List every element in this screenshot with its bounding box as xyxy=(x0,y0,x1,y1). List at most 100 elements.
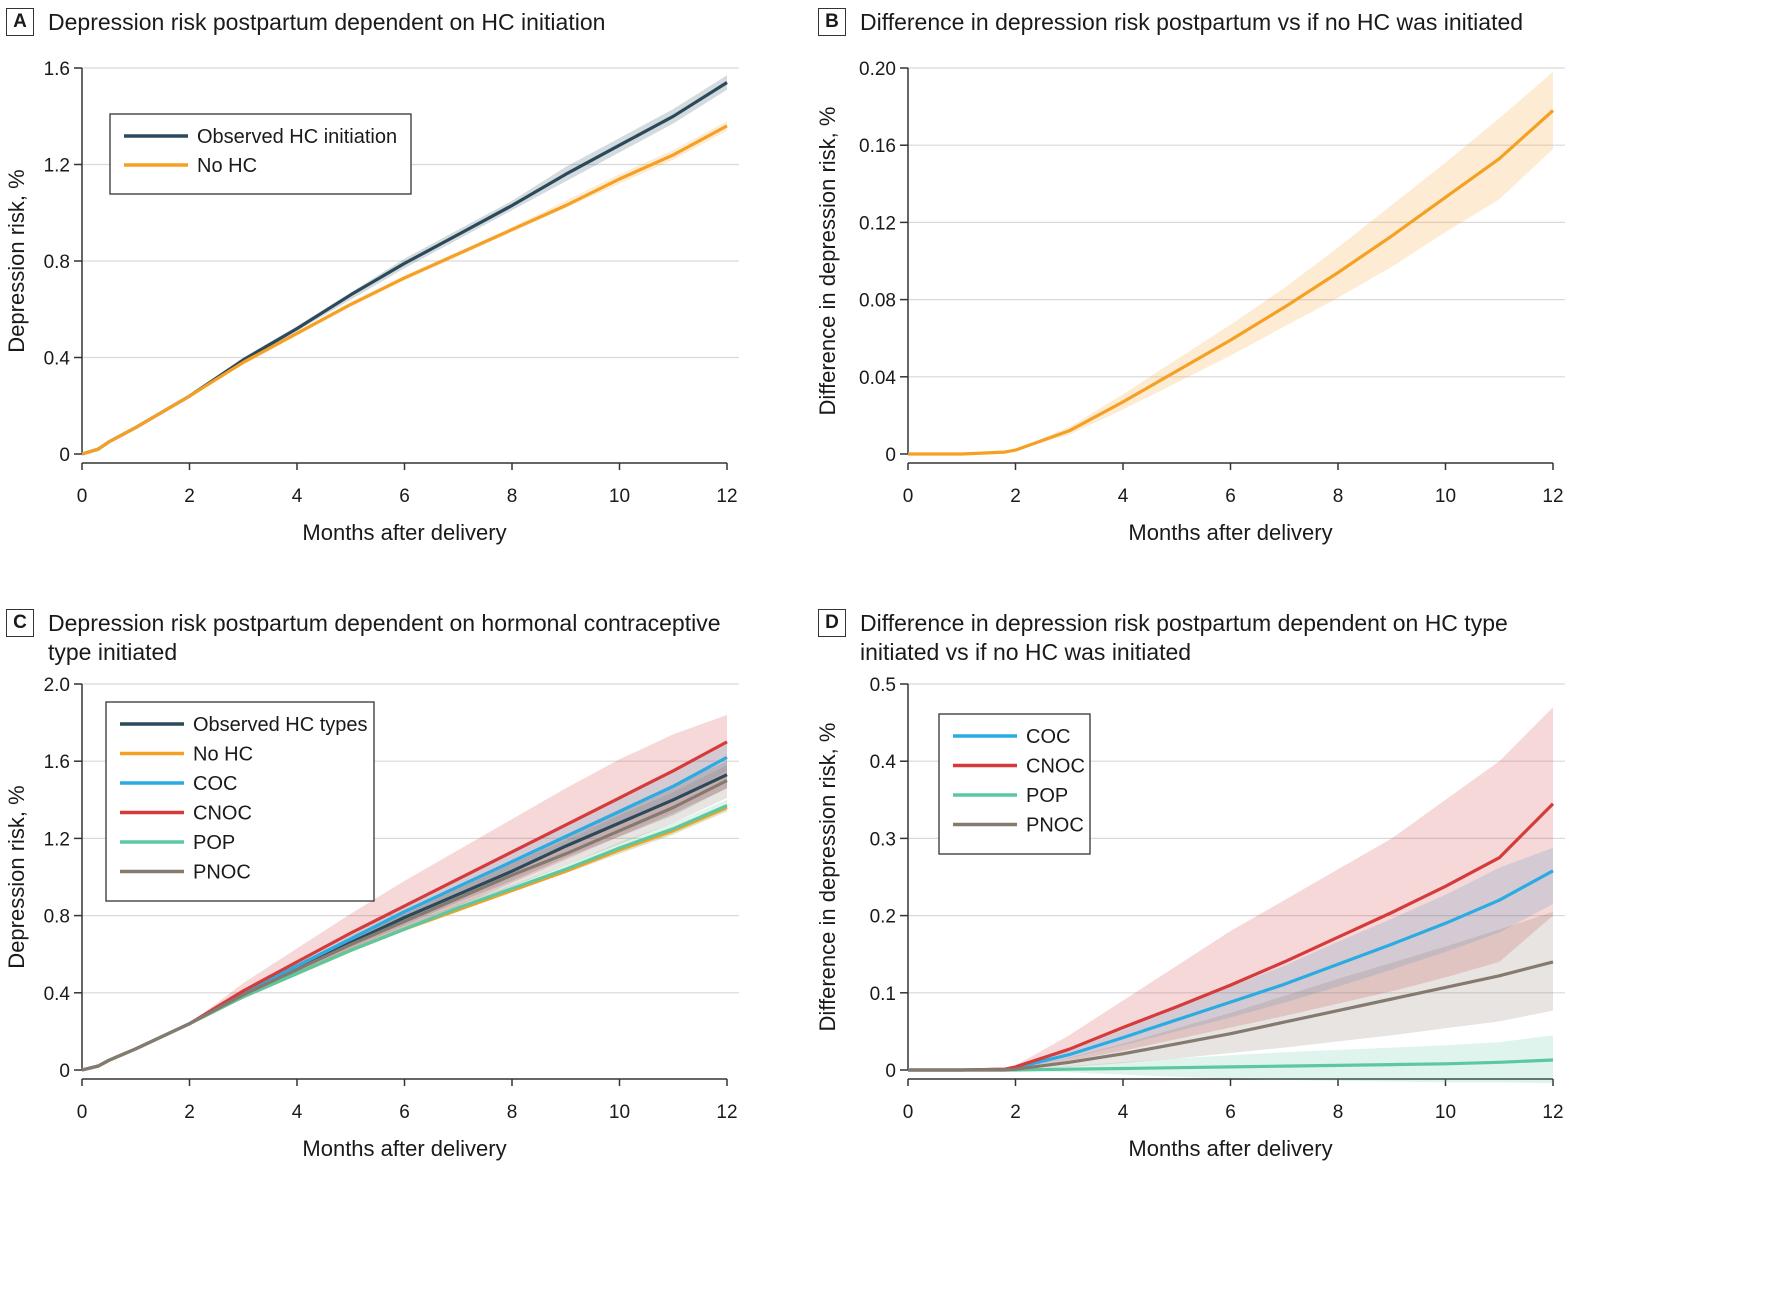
panel-c-legend-label: CNOC xyxy=(193,803,252,825)
panel-a-plot: 0 0.4 0.8 1.2 1.6 0 2 4 6 8 10 12 Months after deliv… xyxy=(4,59,739,545)
panel-c-x-tick-label: 0 xyxy=(77,1102,88,1123)
panel-d-title: Difference in depression risk postpartum… xyxy=(860,610,1508,665)
panel-c-x-axis-label: Months after delivery xyxy=(302,1136,506,1161)
panel-c-x-tick-label: 10 xyxy=(609,1102,630,1123)
panel-c-y-axis-label: Depression risk, % xyxy=(4,785,29,968)
panel-a-y-tick-label: 0 xyxy=(59,445,70,466)
panel-d-ci-band-coc xyxy=(908,847,1553,1070)
panel-a-y-tick-label: 1.6 xyxy=(44,59,70,80)
panel-b-y-tick-label: 0.12 xyxy=(859,213,896,234)
panel-b-x-tick-label: 10 xyxy=(1435,486,1456,507)
panel-d-y-tick-label: 0.3 xyxy=(870,829,896,850)
panel-b-y-tick-label: 0.04 xyxy=(859,368,896,389)
panel-c-legend-label: No HC xyxy=(193,744,253,766)
panel-d-ci-band-pop xyxy=(908,1035,1553,1084)
panel-d-x-tick-label: 12 xyxy=(1542,1102,1563,1123)
panel-d-y-tick-label: 0.2 xyxy=(870,907,896,928)
panel-d-y-axis-label: Difference in depression risk, % xyxy=(815,723,840,1032)
panel-d-ci-band-cnoc xyxy=(908,707,1553,1070)
panel-c-y-tick-label: 1.2 xyxy=(44,829,70,850)
panel-a-legend-label: No HC xyxy=(197,155,257,177)
panel-b-plot: 0 0.04 0.08 0.12 0.16 0.20 0 2 4 6 8 10 12 Months aft… xyxy=(815,59,1565,545)
panel-c-y-tick-label: 0.8 xyxy=(44,907,70,928)
panel-a-y-tick-label: 0.8 xyxy=(44,252,70,273)
panel-c-series-pnoc xyxy=(81,779,728,1072)
panel-c-x-tick-label: 8 xyxy=(507,1102,518,1123)
panel-b-y-tick-label: 0.16 xyxy=(859,136,896,157)
panel-c-header: C Depression risk postpartum dependent o… xyxy=(6,609,721,667)
panel-a-legend-box xyxy=(109,113,412,195)
panel-b-y-tick-label: 0 xyxy=(885,445,896,466)
panel-a-x-tick-label: 0 xyxy=(77,486,88,507)
panel-a-x-tick-label: 8 xyxy=(507,486,518,507)
panel-a-x-axis-label: Months after delivery xyxy=(302,520,506,545)
panel-b-x-tick-label: 0 xyxy=(903,486,914,507)
panel-b-x-tick-label: 2 xyxy=(1010,486,1021,507)
panel-c-legend-label: PNOC xyxy=(193,862,251,884)
panel-a-y-tick-label: 0.4 xyxy=(44,349,71,370)
panel-b-x-tick-label: 4 xyxy=(1118,486,1129,507)
panel-a-legend-label: Observed HC initiation xyxy=(197,126,397,148)
panel-a-x-tick-label: 4 xyxy=(292,486,303,507)
panel-a-letter: A xyxy=(6,8,34,36)
panel-c-title: Depression risk postpartum dependent on … xyxy=(48,610,721,665)
panel-d-y-tick-label: 0.4 xyxy=(870,752,897,773)
panel-a-x-tick-label: 2 xyxy=(184,486,195,507)
panel-d-x-axis-label: Months after delivery xyxy=(1128,1136,1332,1161)
panel-b-x-axis-label: Months after delivery xyxy=(1128,520,1332,545)
panel-b-y-axis-label: Difference in depression risk, % xyxy=(815,107,840,416)
panel-d-letter: D xyxy=(818,609,846,637)
panel-b-series-difference xyxy=(908,109,1555,456)
panel-c-ci-band-cnoc xyxy=(82,714,727,1070)
panel-c-legend-label: Observed HC types xyxy=(193,714,368,736)
panel-c-plot: 0 0.4 0.8 1.2 1.6 2.0 0 2 4 6 8 10 12 Months after de… xyxy=(4,675,739,1161)
panel-a-x-tick-label: 10 xyxy=(609,486,630,507)
panel-c-legend: Observed HC types No HC COC CNOC POP PNOC xyxy=(105,701,375,902)
panel-b-x-tick-label: 12 xyxy=(1542,486,1563,507)
panel-c-legend-box xyxy=(105,701,375,902)
panel-d-series-pnoc xyxy=(908,960,1554,1072)
panel-b-ci-band-difference xyxy=(908,71,1553,455)
panel-d-x-tick-label: 0 xyxy=(903,1102,914,1123)
panel-d-ci-band-pnoc xyxy=(908,911,1553,1070)
panel-b-y-tick-label: 0.08 xyxy=(859,291,896,312)
panel-d-x-tick-label: 8 xyxy=(1333,1102,1344,1123)
panel-d-legend-label: POP xyxy=(1026,785,1068,807)
panel-c-ci-band-pop xyxy=(82,799,727,1070)
panel-c-y-tick-label: 2.0 xyxy=(44,675,70,696)
panel-a-title: Depression risk postpartum dependent on … xyxy=(48,9,606,35)
panel-d-legend: COC CNOC POP PNOC xyxy=(938,713,1091,855)
panel-d-y-tick-label: 0.1 xyxy=(870,984,896,1005)
panel-b-letter: B xyxy=(818,8,846,36)
panel-d-legend-label: COC xyxy=(1026,726,1070,748)
panel-b-y-tick-label: 0.20 xyxy=(859,59,896,80)
panel-b-header: B Difference in depression risk postpart… xyxy=(818,8,1523,37)
panel-d-x-tick-label: 6 xyxy=(1225,1102,1236,1123)
panel-d-legend-label: PNOC xyxy=(1026,815,1084,837)
panel-d-plot: 0 0.1 0.2 0.3 0.4 0.5 0 2 4 6 8 10 12 Months after de… xyxy=(815,675,1565,1161)
panel-a-legend: Observed HC initiation No HC xyxy=(109,113,412,195)
panel-c-x-tick-label: 6 xyxy=(399,1102,410,1123)
panel-c-letter: C xyxy=(6,609,34,637)
panel-a-x-tick-label: 6 xyxy=(399,486,410,507)
panel-a-header: A Depression risk postpartum dependent o… xyxy=(6,8,605,37)
panel-d-x-tick-label: 2 xyxy=(1010,1102,1021,1123)
panel-a-series-no-hc xyxy=(81,124,728,456)
panel-d-y-tick-label: 0.5 xyxy=(870,675,896,696)
panel-b-x-tick-label: 8 xyxy=(1333,486,1344,507)
panel-d-legend-label: CNOC xyxy=(1026,756,1085,778)
panel-c-y-tick-label: 1.6 xyxy=(44,752,70,773)
panel-c-x-tick-label: 4 xyxy=(292,1102,303,1123)
panel-a-x-tick-label: 12 xyxy=(716,486,737,507)
panel-c-legend-label: COC xyxy=(193,773,237,795)
panel-d-x-tick-label: 4 xyxy=(1118,1102,1129,1123)
panel-d-header: D Difference in depression risk postpart… xyxy=(818,609,1508,667)
panel-c-legend-label: POP xyxy=(193,832,235,854)
panel-c-x-tick-label: 12 xyxy=(716,1102,737,1123)
panel-d-x-tick-label: 10 xyxy=(1435,1102,1456,1123)
panel-d-y-tick-label: 0 xyxy=(885,1061,896,1082)
panel-a-y-axis-label: Depression risk, % xyxy=(4,169,29,352)
panel-c-y-tick-label: 0 xyxy=(59,1061,70,1082)
